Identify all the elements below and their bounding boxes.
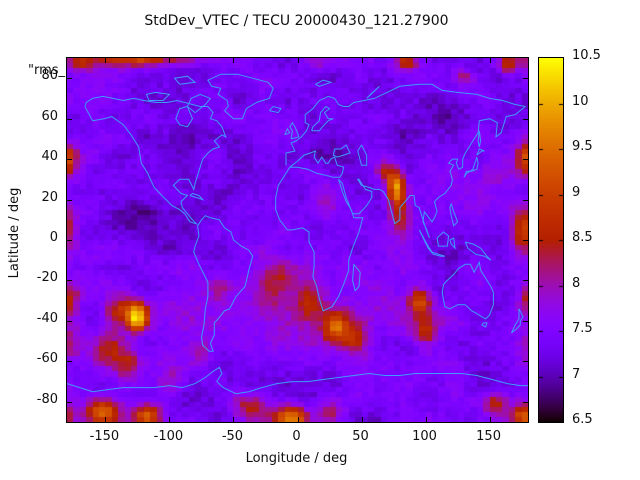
colorbar-tick-label: 10 bbox=[572, 93, 589, 109]
colorbar-tick-label: 10.5 bbox=[572, 48, 601, 63]
x-tick-label: -50 bbox=[221, 429, 244, 444]
colorbar bbox=[538, 57, 564, 423]
y-tick-label: 0 bbox=[49, 230, 58, 245]
colorbar-tick-label: 6.5 bbox=[572, 412, 593, 427]
colorbar-tick-label: 8.5 bbox=[572, 230, 593, 245]
colorbar-tick-label: 8 bbox=[572, 275, 581, 291]
heatmap-plot-area bbox=[66, 57, 529, 423]
y-tick-label: 20 bbox=[41, 189, 58, 205]
y-tick-label: -40 bbox=[36, 310, 58, 326]
colorbar-tick-label: 7.5 bbox=[572, 321, 593, 336]
x-tick-label: 50 bbox=[352, 429, 369, 444]
heatmap-canvas bbox=[67, 58, 528, 422]
x-tick-label: 150 bbox=[476, 429, 501, 444]
x-tick-label: -100 bbox=[153, 429, 184, 444]
overlay-text-rms: "rms_ bbox=[28, 63, 66, 78]
y-tick-label: 40 bbox=[41, 149, 58, 165]
x-tick-label: 0 bbox=[292, 429, 301, 444]
y-tick-label: -60 bbox=[36, 351, 58, 367]
colorbar-canvas bbox=[539, 58, 563, 422]
x-tick-label: 100 bbox=[412, 429, 437, 444]
y-tick-label: -80 bbox=[36, 391, 58, 407]
y-tick-label: 80 bbox=[41, 68, 58, 84]
y-tick-label: -20 bbox=[36, 270, 58, 286]
colorbar-tick-label: 9.5 bbox=[572, 139, 593, 154]
plot-title: StdDev_VTEC / TECU 20000430_121.27900 bbox=[144, 13, 449, 29]
colorbar-tick-label: 7 bbox=[572, 366, 581, 382]
colorbar-tick-label: 9 bbox=[572, 184, 581, 200]
x-tick-label: -150 bbox=[89, 429, 120, 444]
y-tick-label: 60 bbox=[41, 108, 58, 124]
x-axis-label: Longitude / deg bbox=[245, 451, 348, 466]
